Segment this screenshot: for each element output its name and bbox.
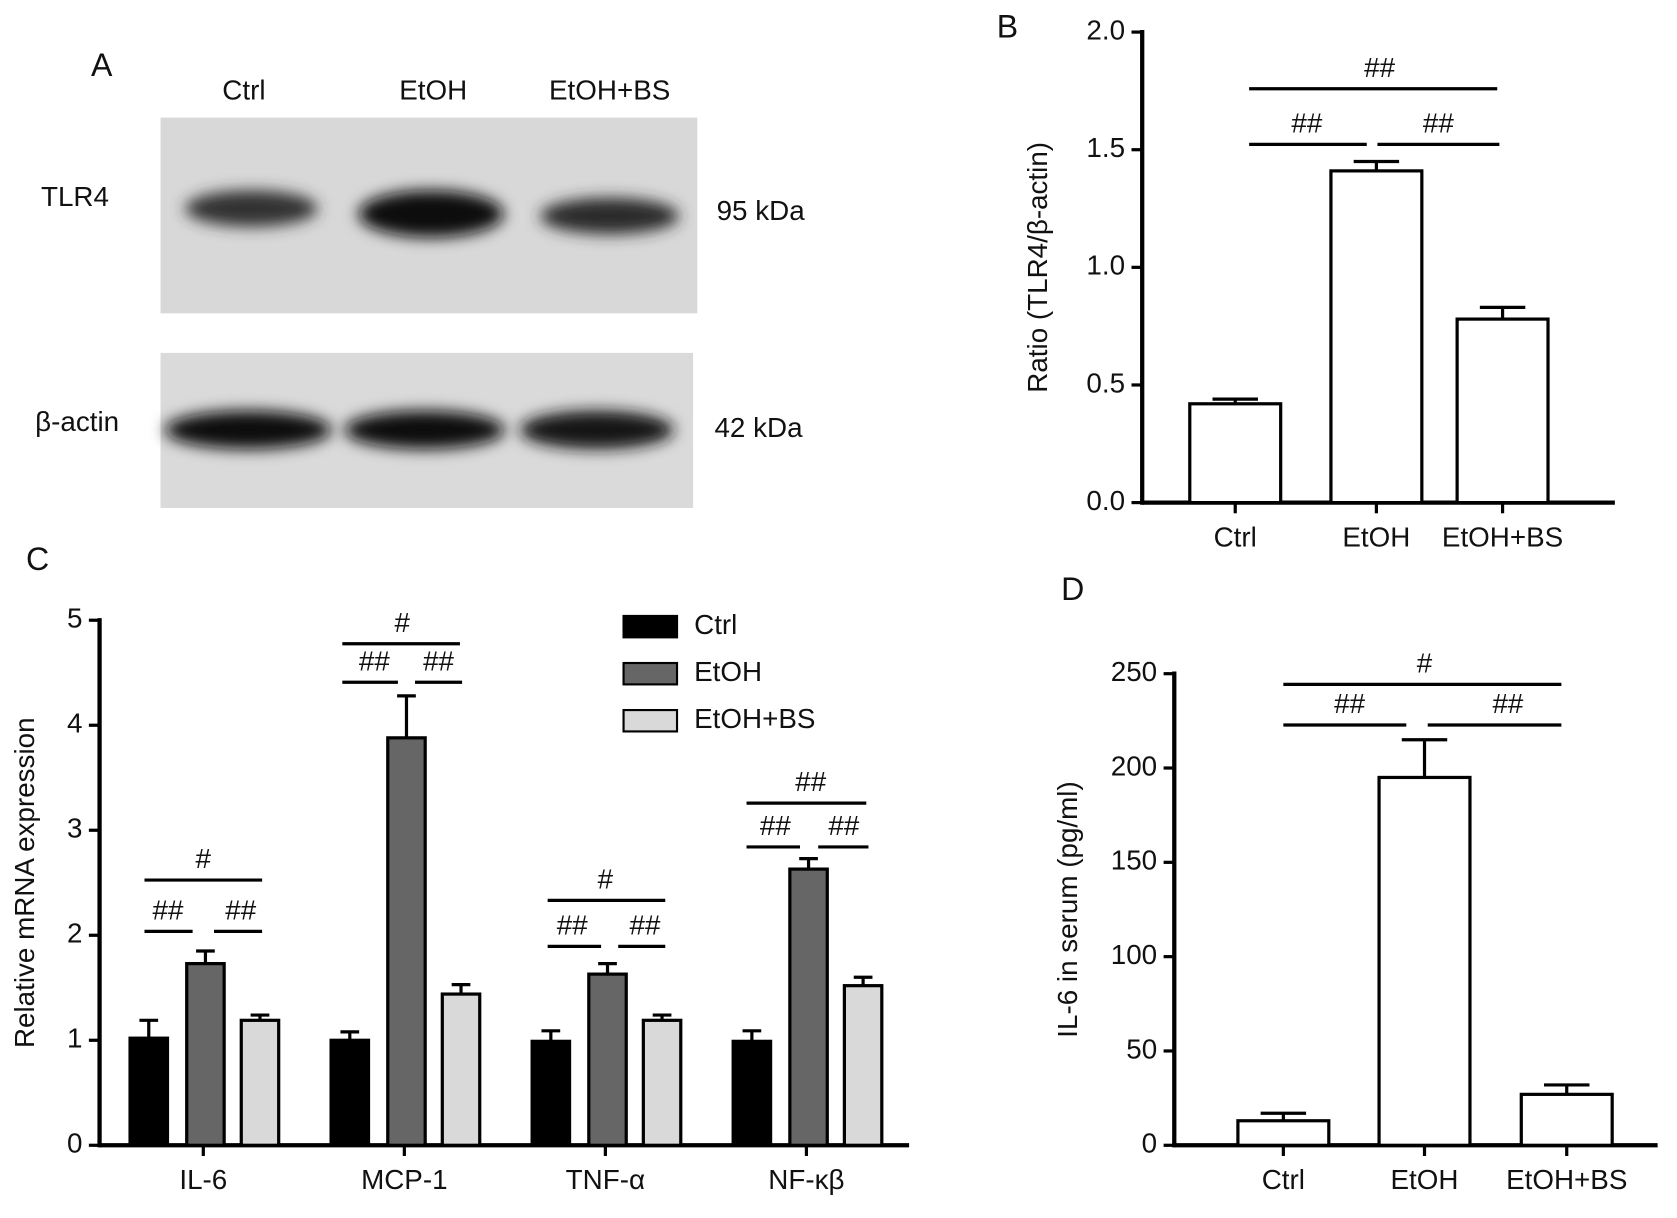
significance-label: ##	[629, 909, 660, 940]
y-tick-label: 5	[67, 603, 82, 634]
y-tick-label: 50	[1126, 1033, 1157, 1064]
significance-label: #	[196, 843, 212, 874]
y-tick-label: 0	[67, 1128, 82, 1159]
lane-label: Ctrl	[222, 74, 265, 105]
x-tick-label: NF-κβ	[768, 1164, 844, 1195]
significance-label: ##	[359, 645, 390, 676]
bar	[1519, 1092, 1614, 1147]
y-axis-label: IL-6 in serum (pg/ml)	[1052, 781, 1083, 1037]
bar	[641, 1018, 683, 1147]
y-tick-label: 3	[67, 813, 82, 844]
x-tick-label: Ctrl	[1214, 521, 1257, 552]
x-tick-label: EtOH+BS	[1506, 1164, 1627, 1195]
bar	[842, 984, 884, 1147]
significance-label: #	[1417, 647, 1433, 678]
band	[164, 410, 332, 450]
y-axis-label: Ratio (TLR4/β-actin)	[1022, 142, 1053, 393]
bar	[587, 972, 628, 1147]
significance-label: ##	[225, 895, 256, 926]
y-tick-label: 250	[1111, 656, 1157, 687]
panel-label: B	[997, 8, 1018, 44]
significance-label: ##	[795, 766, 826, 797]
x-tick-label: Ctrl	[1262, 1164, 1305, 1195]
y-tick-label: 0.5	[1086, 367, 1125, 398]
band	[185, 190, 318, 227]
legend-swatch	[622, 661, 679, 686]
y-tick-label: 150	[1111, 845, 1157, 876]
legend-swatch	[622, 708, 679, 733]
significance-label: ##	[153, 895, 184, 926]
lane-label: EtOH+BS	[549, 74, 670, 105]
bar	[329, 1038, 371, 1147]
significance-label: ##	[1364, 52, 1395, 83]
y-tick-label: 1.0	[1086, 250, 1125, 281]
bar	[239, 1018, 281, 1147]
significance-label: ##	[828, 810, 859, 841]
y-tick-label: 4	[67, 708, 82, 739]
bar	[788, 867, 829, 1147]
y-tick-label: 2	[67, 918, 82, 949]
x-tick-label: MCP-1	[361, 1164, 447, 1195]
protein-label: β-actin	[35, 406, 119, 437]
bar	[440, 992, 482, 1147]
y-tick-label: 0	[1142, 1128, 1157, 1159]
legend-label: EtOH	[694, 656, 762, 687]
significance-label: ##	[1291, 107, 1322, 138]
x-tick-label: IL-6	[179, 1164, 227, 1195]
legend-label: EtOH+BS	[694, 703, 815, 734]
bar	[128, 1036, 170, 1147]
significance-label: #	[394, 607, 410, 638]
band	[519, 410, 674, 450]
bar	[1236, 1119, 1331, 1147]
bar	[731, 1039, 773, 1147]
significance-label: ##	[557, 909, 588, 940]
bar	[1329, 169, 1424, 505]
y-tick-label: 0.0	[1086, 485, 1125, 516]
significance-label: ##	[1423, 107, 1454, 138]
legend-label: Ctrl	[694, 609, 737, 640]
bar	[1455, 317, 1550, 505]
y-tick-label: 1.5	[1086, 132, 1125, 163]
x-tick-label: TNF-α	[566, 1164, 645, 1195]
size-label: 95 kDa	[717, 195, 806, 226]
lane-label: EtOH	[399, 74, 467, 105]
x-tick-label: EtOH	[1342, 521, 1410, 552]
significance-label: ##	[760, 810, 791, 841]
bar	[530, 1039, 572, 1147]
panel-label: C	[26, 541, 49, 577]
y-tick-label: 100	[1111, 939, 1157, 970]
panel-label: A	[91, 47, 113, 83]
significance-label: ##	[423, 645, 454, 676]
size-label: 42 kDa	[714, 412, 803, 443]
bar	[1188, 402, 1283, 505]
band	[358, 190, 504, 238]
panel-label: D	[1061, 571, 1084, 607]
band	[540, 197, 680, 235]
x-tick-label: EtOH+BS	[1442, 521, 1563, 552]
legend-swatch	[622, 614, 679, 639]
y-tick-label: 1	[67, 1023, 82, 1054]
y-tick-label: 2.0	[1086, 14, 1125, 45]
blot-panel: A Ctrl EtOH EtOH+BS TLR4 β-actin 95 kDa …	[35, 47, 805, 508]
significance-label: ##	[1492, 688, 1523, 719]
band	[344, 410, 505, 450]
significance-label: #	[598, 863, 614, 894]
bar	[1377, 775, 1472, 1147]
protein-label: TLR4	[41, 181, 109, 212]
bar	[185, 962, 226, 1147]
y-axis-label: Relative mRNA expression	[9, 717, 40, 1048]
y-tick-label: 200	[1111, 750, 1157, 781]
x-tick-label: EtOH	[1391, 1164, 1459, 1195]
significance-label: ##	[1334, 688, 1365, 719]
bar	[386, 736, 427, 1147]
